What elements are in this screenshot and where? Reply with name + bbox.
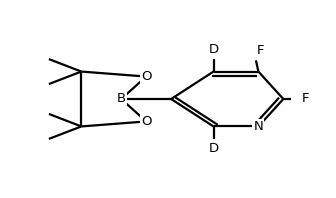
Text: O: O xyxy=(141,70,152,83)
Text: N: N xyxy=(254,120,263,133)
Text: D: D xyxy=(208,142,219,155)
Text: F: F xyxy=(257,44,265,57)
Text: B: B xyxy=(117,92,126,106)
Text: O: O xyxy=(141,115,152,128)
Text: D: D xyxy=(208,43,219,56)
Text: F: F xyxy=(302,92,309,106)
